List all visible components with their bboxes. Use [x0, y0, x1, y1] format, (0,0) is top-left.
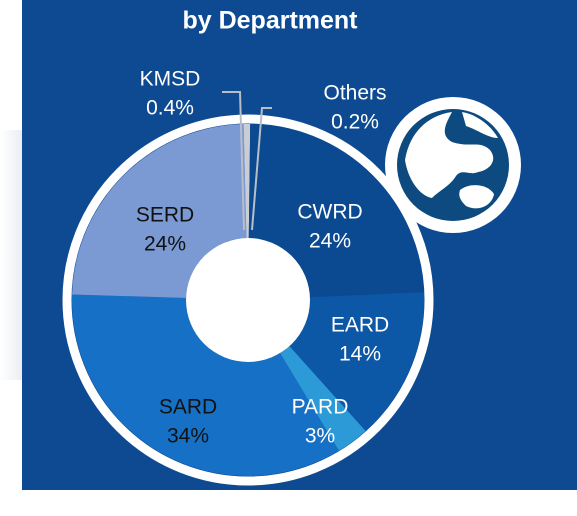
slices: [72, 124, 424, 476]
value-label: 0.4%: [146, 97, 194, 120]
slice-label: Others: [323, 82, 386, 105]
slice-label: EARD: [331, 314, 389, 337]
slice: [72, 294, 339, 476]
slice-label: SARD: [159, 396, 217, 419]
value-label: 14%: [339, 343, 381, 366]
value-label: 0.2%: [331, 111, 379, 134]
value-label: 24%: [309, 230, 351, 253]
chart-title: by Department: [182, 7, 358, 35]
slice: [248, 124, 424, 298]
leader-line: [222, 91, 245, 231]
slice-label: SERD: [136, 204, 194, 227]
slice-label: KMSD: [140, 68, 201, 91]
slice: [248, 124, 251, 239]
value-label: 34%: [167, 425, 209, 448]
donut-hole: [186, 238, 310, 362]
globe-icon: [385, 97, 521, 233]
slice-label: CWRD: [297, 201, 362, 224]
value-label: 24%: [144, 233, 186, 256]
slice: [280, 346, 366, 451]
value-label: 3%: [305, 425, 335, 448]
slice: [72, 124, 247, 299]
slice: [289, 292, 424, 431]
leader-line: [251, 107, 272, 231]
outer-ring: [62, 114, 434, 486]
slice: [243, 124, 248, 239]
slice-label: PARD: [292, 396, 349, 419]
